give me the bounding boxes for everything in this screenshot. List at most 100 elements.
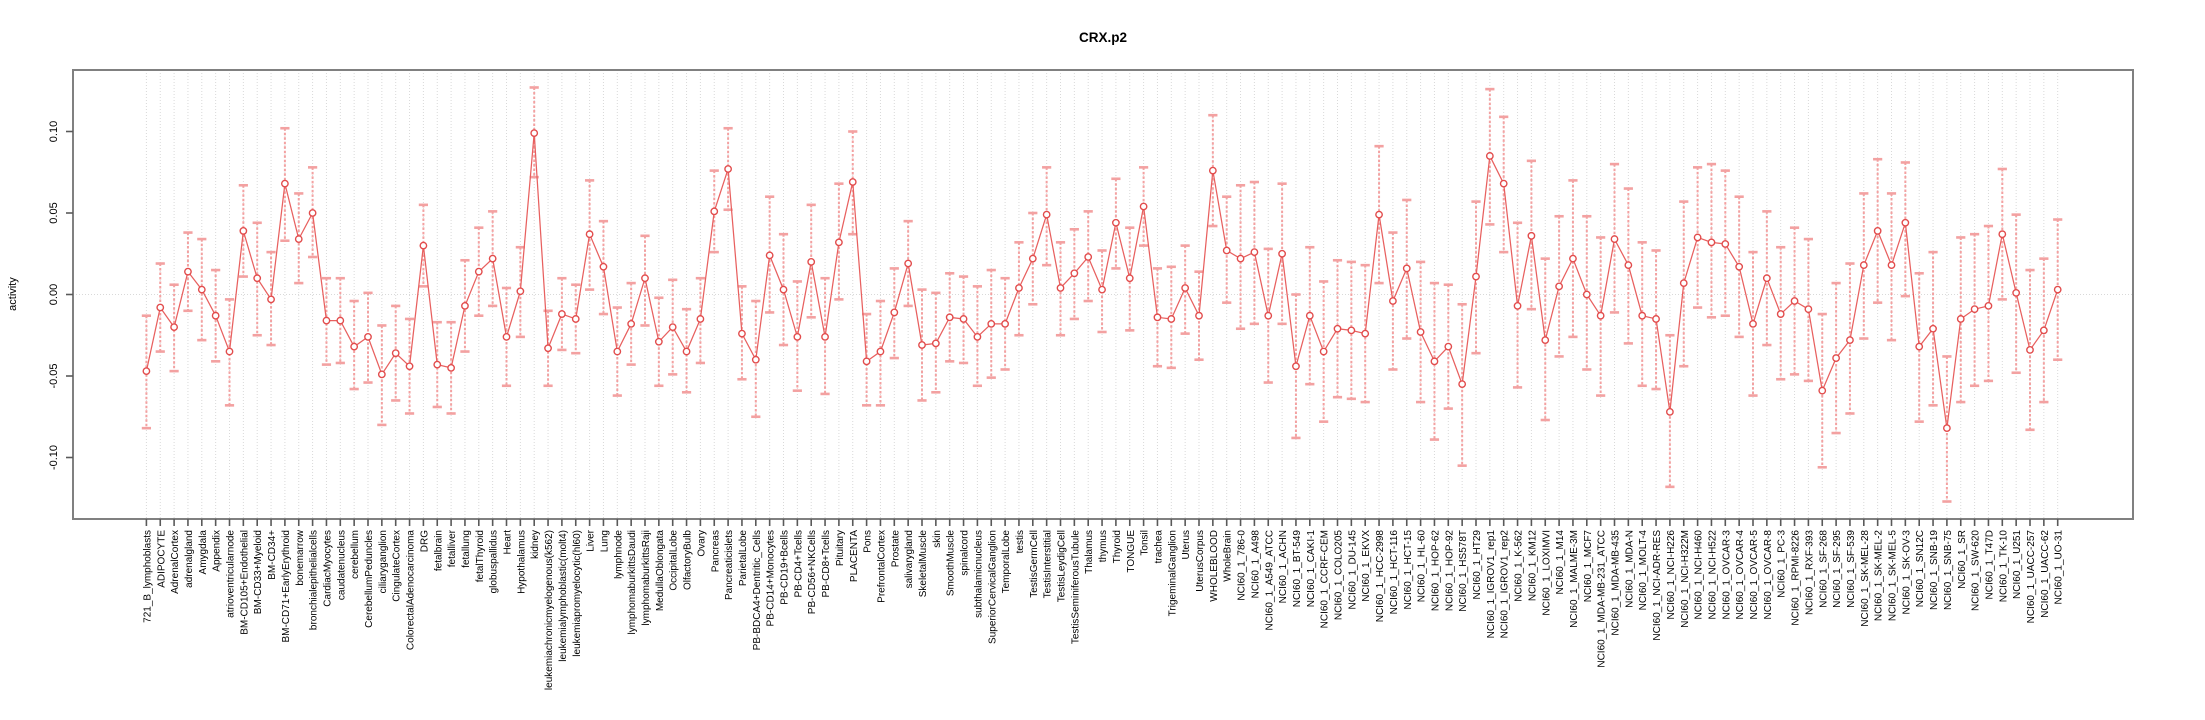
x-tick-label: NCI60_1_MDA-MB-231_ATCC bbox=[1597, 530, 1608, 668]
x-tick-label: NCI60_1_HCT-116 bbox=[1389, 530, 1400, 615]
data-point bbox=[1042, 210, 1051, 219]
data-point bbox=[1084, 253, 1093, 261]
data-point bbox=[447, 363, 455, 372]
data-point bbox=[1499, 179, 1508, 188]
error-bar bbox=[349, 299, 359, 391]
error-bar bbox=[1734, 195, 1744, 339]
gridlines bbox=[73, 70, 2133, 519]
x-tick-label: testis bbox=[1015, 530, 1026, 553]
data-point bbox=[1264, 311, 1273, 320]
error-bar bbox=[1111, 177, 1121, 270]
data-point bbox=[1887, 261, 1896, 270]
x-tick-label: NCI60_1_NCI-H226 bbox=[1666, 530, 1677, 620]
data-point bbox=[1153, 313, 1162, 322]
x-tick-label: DRG bbox=[419, 530, 430, 552]
data-point bbox=[391, 349, 400, 358]
x-tick-label: NCI60_1_COLO205 bbox=[1334, 530, 1345, 620]
data-point bbox=[322, 316, 331, 325]
error-bar bbox=[515, 245, 525, 339]
x-tick-label: SkeletalMuscle bbox=[918, 530, 929, 598]
data-point bbox=[211, 311, 220, 320]
data-point bbox=[1167, 315, 1176, 323]
error-bar bbox=[1776, 245, 1786, 381]
data-point bbox=[1402, 264, 1411, 273]
x-tick-label: TestisLeydigCell bbox=[1057, 530, 1068, 602]
x-tick-label: NCI60_1_IGROV1_rep1 bbox=[1486, 530, 1497, 639]
x-tick-label: lymphnode bbox=[613, 530, 624, 579]
error-bar bbox=[654, 296, 664, 388]
data-point bbox=[668, 323, 677, 331]
x-tick-label: Hypothalamus bbox=[516, 530, 527, 594]
x-tick-label: OlfactoryBulb bbox=[683, 530, 694, 590]
x-tick-label: NCI60_1_IGROV1_rep2 bbox=[1500, 530, 1511, 639]
x-tick-label: NCI60_1_ACHN bbox=[1278, 530, 1289, 603]
data-point bbox=[807, 257, 816, 266]
data-point bbox=[1721, 240, 1730, 248]
data-points bbox=[142, 129, 2062, 433]
data-point bbox=[225, 347, 234, 356]
data-point bbox=[890, 308, 899, 317]
data-point bbox=[280, 179, 289, 188]
error-bar bbox=[1554, 214, 1564, 358]
x-tick-label: thymus bbox=[1098, 530, 1109, 562]
data-point bbox=[1389, 297, 1397, 305]
data-point bbox=[1859, 261, 1868, 270]
error-bar bbox=[945, 272, 955, 363]
error-bar bbox=[1319, 280, 1329, 423]
x-tick-label: NCI60_1_A549_ATCC bbox=[1264, 530, 1275, 630]
x-tick-label: Uterus bbox=[1181, 530, 1192, 559]
data-point bbox=[973, 332, 982, 341]
data-point bbox=[474, 267, 483, 276]
data-point bbox=[502, 332, 511, 341]
y-axis: 0.10 0.05 0.00 -0.05 -0.10 bbox=[48, 121, 73, 470]
x-tick-label: TestisSeminiferousTubule bbox=[1070, 530, 1081, 645]
x-tick-label: NCI60_1_MDA-N bbox=[1624, 530, 1635, 608]
x-tick-label: NCI60_1_CCRF-CEM bbox=[1320, 530, 1331, 628]
x-tick-label: PB-CD8+Tcells bbox=[821, 530, 832, 598]
data-point bbox=[544, 344, 552, 353]
x-tick-label: NCI60_1_RPMI-8226 bbox=[1791, 530, 1802, 626]
data-point bbox=[1278, 249, 1287, 258]
x-tick-label: NCI60_1_RXF-393 bbox=[1804, 530, 1815, 615]
data-point bbox=[1444, 342, 1453, 351]
data-point bbox=[1208, 166, 1217, 175]
x-tick-label: NCI60_1_MCF7 bbox=[1583, 530, 1594, 603]
x-tick-label: NCI60_1_NCI-ADR-RES bbox=[1652, 530, 1663, 641]
x-tick-label: MedullaOblongata bbox=[655, 530, 666, 612]
x-tick-label: NCI60_1_UACC-62 bbox=[2040, 530, 2051, 618]
x-tick-label: PB-CD4+Tcells bbox=[793, 530, 804, 598]
data-point bbox=[1028, 254, 1037, 263]
error-bar bbox=[1194, 270, 1204, 362]
x-tick-label: WholeBrain bbox=[1223, 530, 1234, 582]
error-bar bbox=[1083, 210, 1093, 303]
x-tick-label: NCI60_1_MALME-3M bbox=[1569, 530, 1580, 628]
data-point bbox=[377, 370, 386, 379]
x-tick-label: NCI60_1_CAKI-1 bbox=[1306, 530, 1317, 608]
error-bar bbox=[1873, 157, 1883, 304]
x-tick-label: ADIPOCYTE bbox=[156, 530, 167, 588]
data-point bbox=[1596, 311, 1605, 320]
error-bar bbox=[751, 299, 761, 419]
data-point bbox=[1707, 238, 1716, 247]
error-bar bbox=[958, 275, 969, 365]
error-bar bbox=[571, 283, 581, 355]
x-tick-label: NCI60_1_HCT-15 bbox=[1403, 530, 1414, 610]
x-tick-label: NCI60_1_SR bbox=[1957, 530, 1968, 589]
x-tick-label: PB-CD56+NKCells bbox=[807, 530, 818, 614]
x-tick-label: fetallung bbox=[461, 530, 472, 568]
x-tick-label: NCI60_1_TK-10 bbox=[1998, 530, 2009, 603]
error-bar bbox=[1540, 257, 1550, 422]
x-tick-label: leukemiapromyelocytic(hl60) bbox=[572, 530, 583, 657]
x-tick-label: Tonsil bbox=[1140, 530, 1151, 556]
data-point bbox=[1929, 324, 1937, 333]
x-tick-label: TrigeminalGanglion bbox=[1167, 530, 1178, 616]
error-bar bbox=[875, 299, 886, 407]
x-tick-label: NCI60_1_SNB-75 bbox=[1943, 530, 1954, 610]
data-point bbox=[738, 329, 746, 338]
x-tick-label: NCI60_1_OVCAR-5 bbox=[1749, 530, 1760, 620]
error-bar bbox=[1416, 260, 1426, 404]
x-tick-label: TemporalLobe bbox=[1001, 530, 1012, 594]
data-point bbox=[1472, 272, 1480, 281]
x-tick-label: bronchialepithelialcells bbox=[309, 530, 320, 630]
